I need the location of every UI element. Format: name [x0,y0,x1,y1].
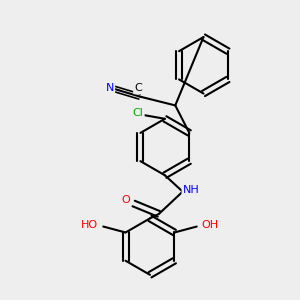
Text: NH: NH [183,185,200,195]
Text: O: O [121,195,130,205]
Text: HO: HO [81,220,98,230]
Text: N: N [106,82,114,93]
Text: Cl: Cl [133,108,143,118]
Text: OH: OH [202,220,219,230]
Text: C: C [134,83,142,93]
